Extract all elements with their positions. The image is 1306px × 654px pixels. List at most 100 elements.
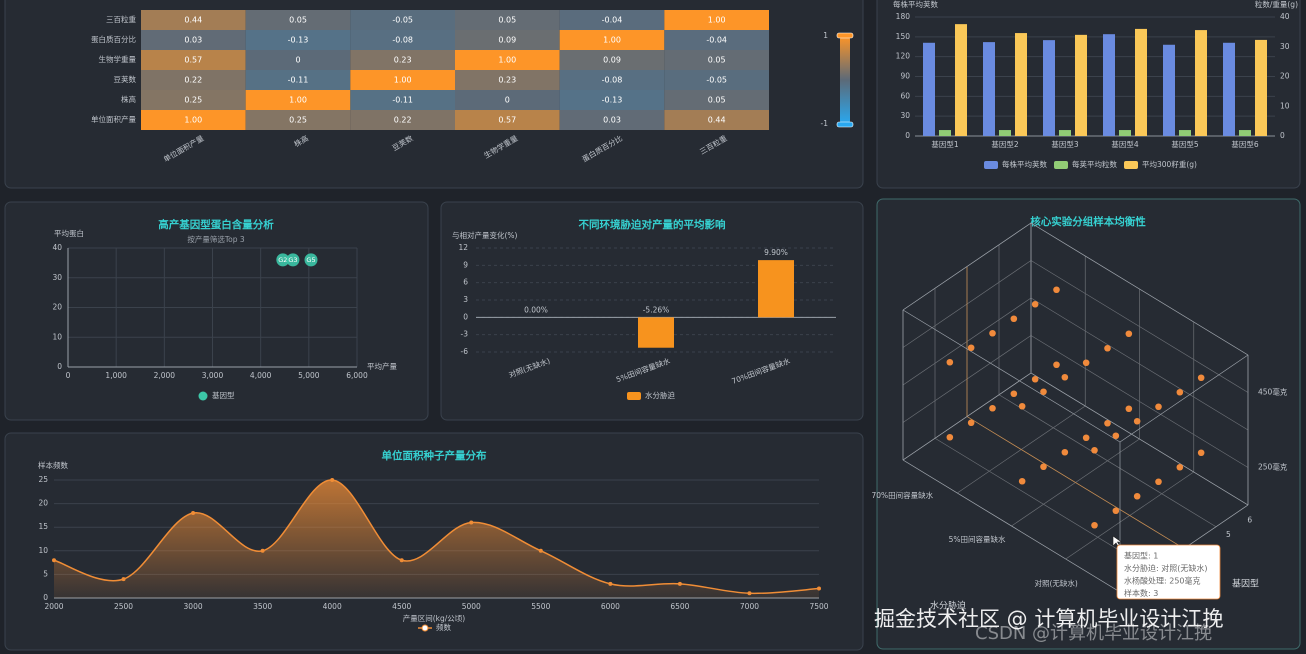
- heat-cell: [350, 30, 455, 50]
- cell-label: 0.57: [184, 56, 202, 65]
- scatter3d-point: [1061, 373, 1069, 381]
- x-tick-label: 0: [66, 371, 71, 380]
- cell-label: 0.05: [708, 56, 726, 65]
- x-tick-label: 1,000: [105, 371, 127, 380]
- heat-cell: [350, 90, 455, 110]
- heat-cell: [455, 10, 560, 30]
- y-axis-name: 平均蛋白: [54, 228, 84, 238]
- y-tick-label: 三百粒重: [106, 14, 136, 24]
- bar: [1223, 42, 1235, 136]
- bar: [1195, 30, 1207, 137]
- x-tick-label: 2,000: [154, 371, 176, 380]
- y-tick-label: 25: [38, 475, 48, 484]
- scatter3d-point: [946, 433, 954, 441]
- point-label: G3: [288, 256, 297, 264]
- box-line: [902, 309, 1121, 443]
- y-tick-label: 株高: [121, 94, 136, 104]
- x-tick-label: 5,000: [298, 371, 320, 380]
- x-tick-label: 6: [1247, 515, 1252, 524]
- cell-label: 1.00: [289, 96, 307, 105]
- scatter3d-point: [967, 419, 975, 427]
- heat-cell: [141, 90, 246, 110]
- z-tick-label: 250毫克: [1258, 462, 1288, 472]
- scatter3d-point: [1031, 300, 1039, 308]
- legend-label: 基因型: [212, 390, 235, 400]
- line-point: [52, 558, 56, 563]
- box-line: [902, 222, 1032, 311]
- tooltip-line: 基因型: 1: [1124, 551, 1158, 561]
- y-tick-label: 0: [1280, 131, 1285, 140]
- scatter3d-point: [1061, 448, 1069, 456]
- cell-label: 0.05: [708, 96, 726, 105]
- bar: [1239, 130, 1251, 136]
- y-tick-label: 5%田间容量缺水: [949, 534, 1006, 544]
- scatter3d-point: [1112, 507, 1120, 515]
- heat-cell: [350, 70, 455, 90]
- chart-subtitle: 按产量筛选Top 3: [187, 234, 245, 244]
- y-tick-label: 150: [896, 32, 911, 41]
- heat-cell: [245, 90, 351, 110]
- line-point: [469, 520, 474, 525]
- y-tick-label: 蛋白质百分比: [91, 34, 136, 44]
- heat-cell: [664, 110, 769, 130]
- heat-cell: [141, 110, 246, 130]
- cell-label: 0.22: [394, 116, 412, 125]
- y-axis-name: 与相对产量变化(%): [452, 230, 518, 240]
- grid-line: [966, 416, 1185, 549]
- y-tick-label: 10: [52, 332, 62, 341]
- scatter3d-point: [1197, 374, 1205, 382]
- box-line: [902, 372, 1032, 461]
- heat-cell: [664, 30, 769, 50]
- y-tick-label: 豆荚数: [114, 74, 137, 84]
- x-tick-label: 3500: [253, 602, 272, 611]
- scatter3d-point: [1104, 419, 1111, 427]
- box-line: [1030, 222, 1249, 356]
- y-tick-label: 0: [463, 312, 468, 321]
- scatter3d-point: [1176, 388, 1184, 396]
- visual-map-label: 1: [823, 31, 828, 40]
- bar: [1119, 130, 1131, 136]
- tooltip-line: 样本数: 3: [1124, 588, 1158, 598]
- y-axis-name: 每株平均荚数: [893, 0, 938, 9]
- heat-cell: [664, 10, 769, 30]
- x-axis-name: 平均产量: [367, 361, 397, 371]
- x-tick-label: 基因型4: [1111, 139, 1138, 149]
- heat-cell: [245, 110, 351, 130]
- x-tick-label: 6000: [601, 602, 620, 611]
- y-tick-label: 40: [1280, 12, 1290, 21]
- legend-label: 每株平均荚数: [1002, 159, 1047, 169]
- legend-label: 每荚平均粒数: [1072, 159, 1117, 169]
- x-tick-label: 7500: [809, 602, 828, 611]
- y-tick-label: 40: [52, 243, 62, 252]
- bar-value-label: 0.00%: [524, 305, 548, 314]
- x-tick-label: 5500: [531, 602, 550, 611]
- y-tick-label: 6: [463, 278, 468, 287]
- heat-cell: [559, 50, 665, 70]
- heat-cell: [245, 70, 351, 90]
- y2-axis-name: 粒数/重量(g): [1255, 0, 1298, 9]
- scatter3d-point: [1125, 330, 1133, 338]
- y-tick-label: 120: [896, 52, 911, 61]
- z-tick-label: 450毫克: [1258, 387, 1288, 397]
- bar: [923, 42, 935, 136]
- cell-label: 0.23: [498, 76, 516, 85]
- y-tick-label: 3: [463, 295, 468, 304]
- cell-label: 1.00: [603, 36, 621, 45]
- cell-label: 0: [505, 96, 510, 105]
- legend-swatch: [1124, 161, 1138, 169]
- cell-label: 0.03: [603, 116, 621, 125]
- y-tick-label: 0: [43, 593, 48, 602]
- y-axis-name: 水分胁迫: [930, 600, 966, 612]
- y-tick-label: 10: [1280, 101, 1290, 110]
- bar: [638, 317, 674, 348]
- x-tick-label: 2000: [44, 602, 63, 611]
- cell-label: -0.04: [706, 36, 727, 45]
- y-tick-label: 180: [896, 12, 911, 21]
- y-tick-label: 0: [57, 362, 62, 371]
- x-axis-name: 产量区间(kg/公顷): [403, 613, 466, 623]
- y-tick-label: -6: [461, 347, 469, 356]
- bar: [1163, 44, 1175, 137]
- y-tick-label: 30: [1280, 42, 1290, 51]
- scatter3d-point: [1040, 388, 1047, 396]
- heat-cell: [350, 110, 455, 130]
